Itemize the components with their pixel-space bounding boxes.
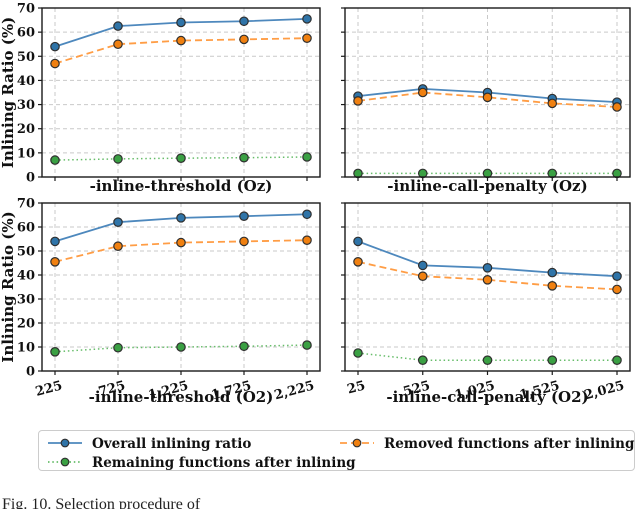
chart-svg: 0 10 20 30 40 50 60 70 -inline-threshold (Oz) Inl…	[0, 2, 321, 195]
tick-marks	[341, 7, 618, 181]
x-axis-label: -inline-threshold (Oz)	[90, 177, 273, 195]
y-tick-label: 30	[17, 293, 35, 308]
x-axis-label: -inline-threshold (O2)	[89, 388, 274, 406]
legend-label-remaining: Remaining functions after inlining	[92, 455, 356, 471]
remaining-line-swatch-icon	[47, 454, 83, 473]
x-axis-label: -inline-call-penalty (O2)	[386, 388, 588, 406]
subplot-inline-call-penalty-oz: -inline-call-penalty (Oz)	[333, 0, 640, 199]
legend-label-overall: Overall inlining ratio	[92, 436, 252, 452]
legend-item-removed: Removed functions after inlining	[339, 436, 634, 452]
series-overall	[353, 236, 622, 281]
y-tick-label: 10	[17, 146, 35, 161]
series-remaining	[50, 152, 312, 165]
x-tick-label: 725	[97, 378, 127, 400]
y-tick-label: 50	[17, 50, 35, 65]
series-removed	[353, 87, 622, 112]
series-remaining	[353, 168, 622, 179]
y-tick-label: 30	[17, 98, 35, 113]
tick-marks	[38, 7, 308, 181]
y-tick-label: 20	[17, 317, 35, 332]
series-removed	[353, 257, 622, 295]
subplot-inline-threshold-oz: 0 10 20 30 40 50 60 70 -inline-threshold (Oz) Inl…	[0, 0, 333, 199]
y-tick-label: 70	[17, 2, 35, 17]
y-axis-label: Inlining Ratio (%)	[0, 211, 17, 362]
legend-item-overall: Overall inlining ratio	[47, 436, 251, 452]
y-tick-label: 0	[26, 365, 35, 380]
subplot-inline-threshold-o2: 0 10 20 30 40 50 60 70 225 725 1,225 1,725 2,225 -inl…	[0, 195, 333, 413]
x-tick-label: 25	[346, 378, 367, 397]
series-remaining	[353, 348, 622, 365]
series-removed	[50, 235, 312, 267]
chart-svg: 25 525 1,025 1,525 2,025-inline-call-penalty…	[341, 202, 631, 406]
series-overall	[50, 209, 312, 247]
x-tick-label: 525	[402, 378, 432, 400]
y-tick-label: 10	[17, 341, 35, 356]
x-tick-label: 2,025	[583, 378, 626, 403]
figure-caption: Fig. 10. Selection procedure of	[2, 496, 201, 509]
x-tick-label: 2,225	[273, 378, 316, 403]
y-tick-label: 70	[17, 197, 35, 212]
y-tick-label: 20	[17, 122, 35, 137]
y-tick-label: 60	[17, 221, 35, 236]
y-tick-label: 0	[26, 171, 35, 186]
series-overall	[50, 14, 312, 52]
series-removed	[50, 33, 312, 69]
series-remaining	[50, 340, 312, 357]
y-tick-label: 50	[17, 245, 35, 260]
legend-item-remaining: Remaining functions after inlining	[47, 455, 356, 471]
removed-line-swatch-icon	[339, 435, 375, 454]
y-tick-label: 40	[17, 74, 35, 89]
x-axis-label: -inline-call-penalty (Oz)	[387, 177, 587, 195]
legend-label-removed: Removed functions after inlining	[384, 436, 635, 452]
tick-marks	[38, 202, 308, 375]
gridlines	[42, 8, 320, 177]
overall-line-swatch-icon	[47, 435, 83, 454]
tick-marks	[341, 202, 618, 375]
x-tick-label: 225	[34, 378, 64, 400]
y-tick-label: 60	[17, 26, 35, 41]
figure-legend: Overall inlining ratio Removed functions…	[38, 430, 635, 471]
chart-svg: -inline-call-penalty (Oz)	[341, 7, 631, 195]
subplot-inline-call-penalty-o2: 25 525 1,025 1,525 2,025 -inline-call-penalty…	[333, 195, 640, 413]
y-axis-label: Inlining Ratio (%)	[0, 17, 17, 168]
y-tick-label: 40	[17, 269, 35, 284]
